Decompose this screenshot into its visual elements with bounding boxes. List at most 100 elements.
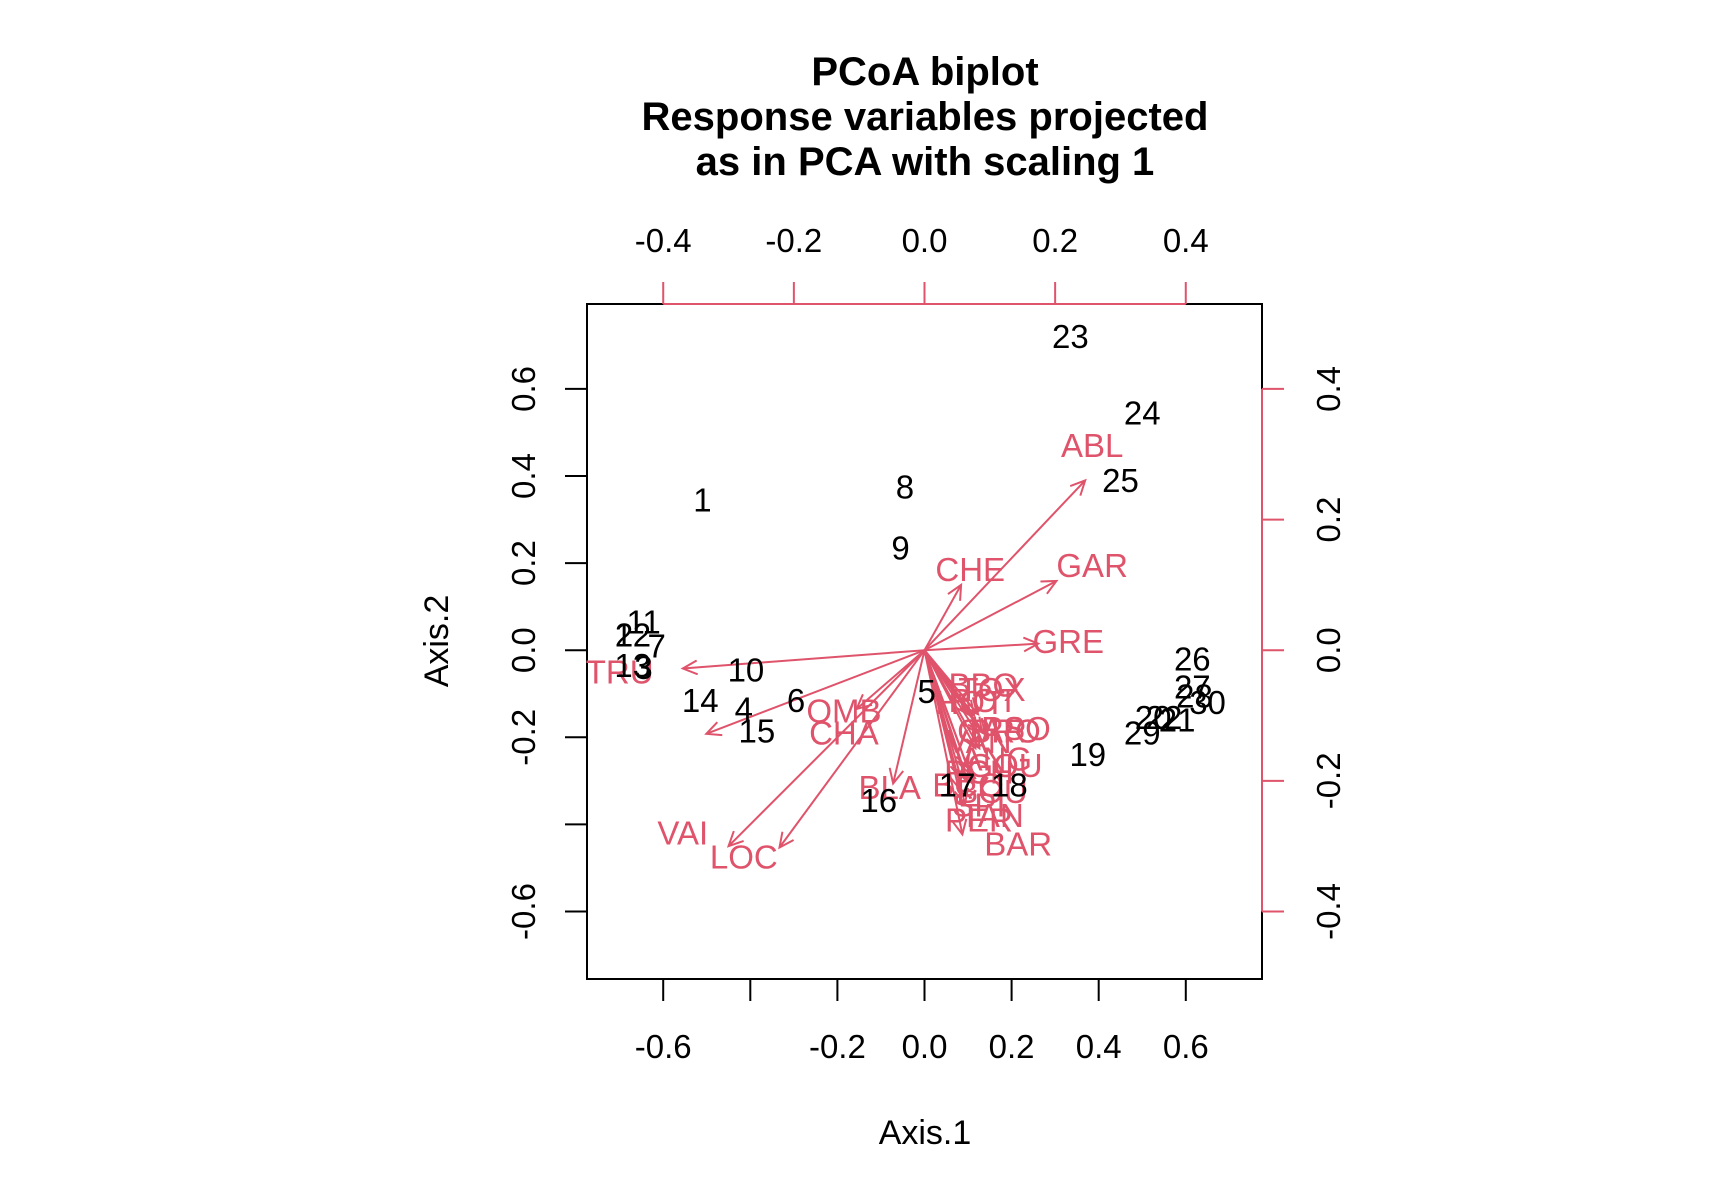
site-label-8: 8 (896, 468, 914, 505)
y-axis-left: -0.6 -0.2 0.0 0.2 0.4 0.6 (505, 366, 588, 940)
arrowhead-cha (704, 721, 723, 737)
y-tick-label: 0.4 (505, 453, 542, 499)
chart-title-line-1: PCoA biplot (811, 50, 1038, 94)
arrowhead-tru (680, 659, 699, 676)
variable-labels: CHATRUVAILOCOMBBLAHOTTOXVANCHEBARSPIGOUB… (586, 427, 1128, 876)
arrowhead-van (962, 732, 977, 751)
arrowhead-omb (854, 693, 873, 711)
arrowhead-spi (953, 787, 970, 806)
x-tick-label: -0.6 (635, 1028, 692, 1065)
x-tick-label: 0.4 (1076, 1028, 1122, 1065)
site-label-25: 25 (1102, 462, 1139, 499)
arrowhead-gre (1022, 636, 1041, 653)
arrowhead-pch (955, 764, 971, 784)
right-tick-label: -0.4 (1310, 883, 1347, 940)
arrow-bar (923, 650, 964, 835)
site-label-9: 9 (891, 529, 909, 566)
arrowhead-bar (951, 818, 968, 837)
variable-label-che: CHE (935, 551, 1005, 588)
arrowhead-bla (888, 767, 904, 786)
arrowhead-car (962, 716, 978, 735)
variable-label-bar: BAR (984, 826, 1052, 863)
arrowhead-rot (959, 699, 976, 718)
site-label-11: 11 (626, 603, 660, 640)
top-tick-label: 0.2 (1032, 222, 1078, 259)
arrowhead-ang (955, 751, 971, 770)
arrowhead-che (947, 582, 963, 601)
top-tick-label: -0.2 (765, 222, 822, 259)
variable-label-omb: OMB (806, 693, 881, 730)
variable-label-van: VAN (946, 723, 1011, 760)
arrow-che (923, 584, 962, 651)
right-tick-label: 0.0 (1310, 627, 1347, 673)
plot-frame (586, 303, 1263, 980)
right-tick-label: -0.2 (1310, 752, 1347, 809)
site-label-21: 21 (1159, 701, 1196, 738)
site-label-7: 7 (647, 627, 665, 664)
top-tick-label: 0.4 (1163, 222, 1209, 259)
variable-label-gre: GRE (1032, 623, 1104, 660)
arrow-gou (923, 649, 981, 749)
site-label-18: 18 (991, 767, 1028, 804)
site-label-10: 10 (728, 651, 765, 688)
right-tick-label: 0.2 (1310, 497, 1347, 543)
variable-label-cha: CHA (809, 714, 879, 751)
site-label-20: 20 (1135, 699, 1172, 736)
site-label-26: 26 (1174, 640, 1211, 677)
arrow-gar (924, 580, 1057, 652)
chart-title-line-2: Response variables projected (642, 95, 1209, 139)
variable-label-bbo: BBO (948, 667, 1018, 704)
x-tick-label: -0.2 (809, 1028, 866, 1065)
site-label-14: 14 (682, 682, 719, 719)
arrow-vai (727, 649, 926, 847)
arrowhead-gou (965, 732, 981, 751)
top-tick-label: -0.4 (635, 222, 692, 259)
arrowhead-vai (726, 830, 744, 848)
y-tick-label: 0.2 (505, 540, 542, 586)
variable-label-tan: TAN (960, 797, 1024, 834)
x-tick-label: 0.0 (902, 1028, 948, 1065)
arrow-cha (705, 649, 925, 735)
site-label-19: 19 (1069, 736, 1106, 773)
variable-label-gar: GAR (1056, 547, 1128, 584)
x-axis-label: Axis.1 (879, 1114, 972, 1152)
arrowhead-bbo (955, 699, 972, 718)
right-tick-label: 0.4 (1310, 366, 1347, 412)
site-label-3: 3 (634, 649, 652, 686)
variable-label-tru: TRU (586, 653, 654, 690)
site-label-22: 22 (1146, 699, 1183, 736)
y-tick-label: -0.6 (505, 883, 542, 940)
arrow-abl (923, 479, 1086, 651)
site-label-1: 1 (693, 481, 711, 518)
arrowhead-abl (1069, 478, 1087, 496)
variable-label-pso: PSO (981, 710, 1051, 747)
variable-label-vai: VAI (657, 815, 708, 852)
site-label-23: 23 (1052, 318, 1089, 355)
arrow-loc (778, 649, 926, 849)
site-label-16: 16 (860, 782, 897, 819)
arrow-axis-right: -0.4 -0.2 0.0 0.2 0.4 (1261, 366, 1347, 940)
variable-label-pch: PCH (944, 754, 1014, 791)
variable-label-bla: BLA (858, 769, 920, 806)
site-label-27: 27 (1174, 669, 1211, 706)
y-tick-label: 0.0 (505, 627, 542, 673)
site-label-24: 24 (1124, 394, 1161, 431)
x-tick-label: 0.2 (989, 1028, 1035, 1065)
site-label-4: 4 (735, 691, 753, 728)
arrow-ang (923, 649, 969, 769)
arrow-bbo (923, 649, 972, 717)
variable-label-bou: BOU (956, 773, 1028, 810)
variable-label-ang: ANG (961, 741, 1033, 778)
arrow-tru (682, 649, 925, 670)
arrow-omb (855, 649, 926, 710)
arrow-gre (924, 642, 1039, 652)
variable-label-gou: GOU (967, 747, 1042, 784)
variable-arrows (680, 478, 1087, 850)
variable-label-bro: BRO (969, 712, 1041, 749)
variable-label-per: PER (945, 802, 1013, 839)
variable-label-abl: ABL (1061, 427, 1123, 464)
arrowhead-loc (778, 831, 795, 850)
variable-label-bco: BCO (932, 767, 1004, 804)
